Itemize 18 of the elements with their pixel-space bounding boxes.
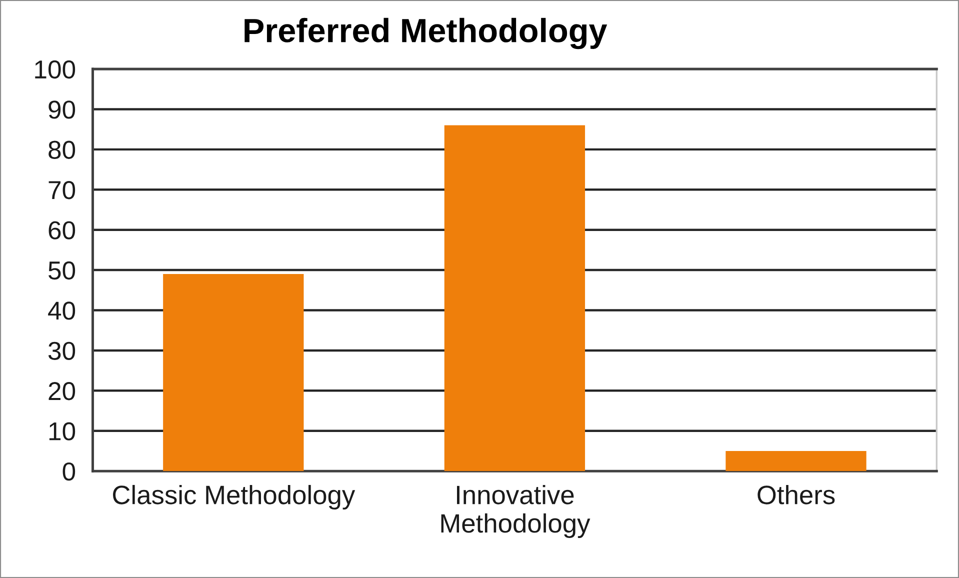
y-tick-label: 60 [48,221,76,240]
chart-title: Preferred Methodology [244,18,608,50]
y-tick-label: 30 [48,342,76,360]
y-tick-label: 100 [35,60,76,79]
y-tick-label: 80 [48,140,76,159]
x-tick-label: Classic Methodology [112,484,356,510]
bar [163,274,304,472]
y-tick-label: 90 [48,100,76,119]
bar [726,450,866,472]
bar [444,125,586,472]
y-tick-label: 50 [48,261,76,280]
y-tick-label: 70 [48,181,76,200]
y-tick-label: 0 [62,462,76,481]
y-tick-label: 40 [48,302,76,320]
x-tick-label: Others [758,484,835,504]
y-tick-label: 20 [48,382,76,400]
y-tick-label: 10 [49,422,76,440]
x-tick-label: Innovative Methodology [441,484,590,538]
